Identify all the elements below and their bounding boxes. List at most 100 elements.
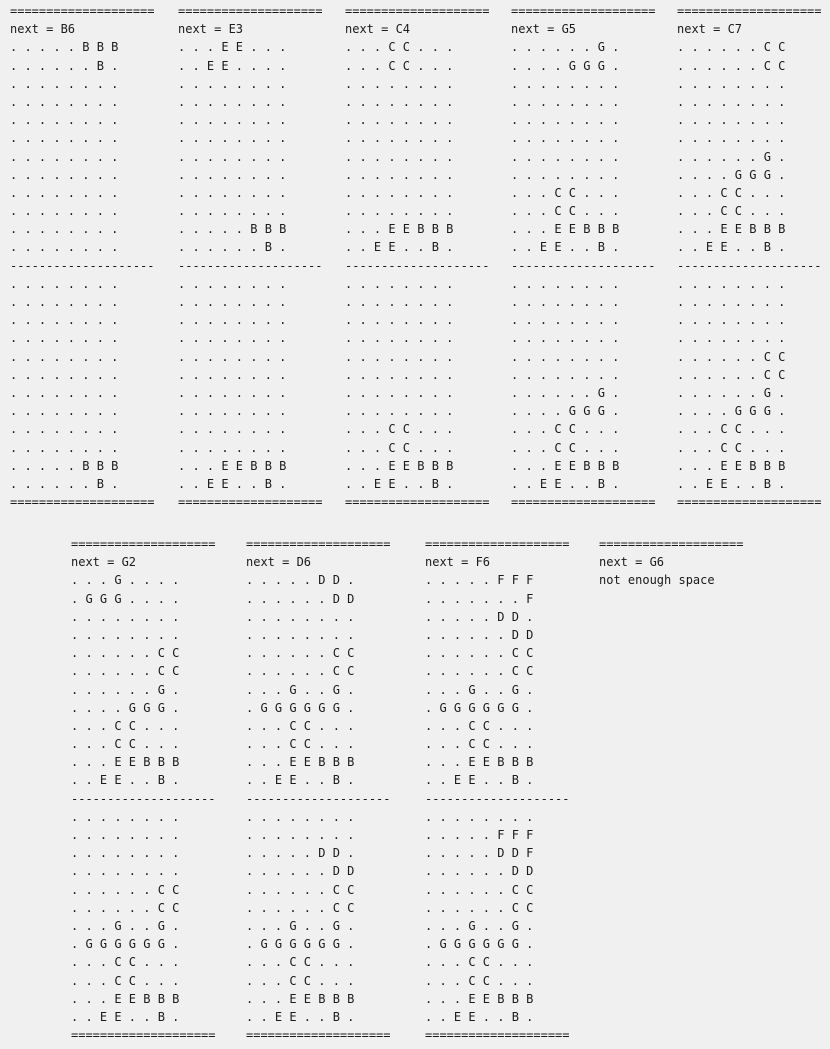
board-row: . . . . . . . . — [511, 313, 620, 328]
board-row: . . . . . . . . — [677, 131, 786, 146]
board-panel: ==================== next = C4 . . . C C .… — [345, 2, 490, 511]
board-row: . . . . . . G . — [511, 40, 620, 55]
board-row: . . . . . . . . — [178, 76, 287, 91]
board-row: . . . . . . C C — [71, 882, 180, 897]
board-row: . . . E E B B B — [71, 755, 180, 770]
board-row: . . . C C . . . — [345, 422, 454, 437]
rule-bottom: ==================== — [345, 495, 490, 510]
board-row: . . . . . . . . — [10, 422, 119, 437]
board-row: . . . . G G G . — [677, 167, 786, 182]
board-panel: ==================== next = F6 . . . . . F… — [425, 535, 570, 1044]
board-row: . G G G G G G . — [425, 937, 534, 952]
board-row: . . . E E B B B — [425, 991, 534, 1006]
board-row: . . E E . . . . — [178, 58, 287, 73]
board-row: . . . . . . . . — [178, 113, 287, 128]
board-row: . . . . . D D . — [425, 609, 534, 624]
board-row: . G G G G G G . — [246, 700, 355, 715]
board-row: . . . E E B B B — [178, 458, 287, 473]
next-piece-header: next = B6 — [10, 22, 76, 37]
rule-top: ==================== — [246, 537, 391, 551]
board-row: . . . . . . . . — [246, 609, 355, 624]
rule-divider: -------------------- — [178, 258, 323, 273]
board-row: . . . E E B B B — [511, 222, 620, 237]
rule-top: ==================== — [345, 4, 490, 18]
board-row: . . . . . . . . — [10, 295, 119, 309]
board-row: . . . G . . G . — [425, 918, 534, 933]
board-row: . . . . . . . . — [10, 385, 119, 400]
board-row: . . . . G G G . — [71, 700, 180, 715]
board-row: . G G G G G G . — [71, 937, 180, 952]
board-row: . . . . . . . . — [178, 167, 287, 182]
rule-top: ==================== — [599, 537, 744, 551]
board-panel: ==================== next = G2 . . . G . .… — [71, 535, 216, 1044]
board-panel: ==================== next = C7 . . . . . .… — [677, 2, 822, 511]
board-row: . . . . . . . . — [511, 167, 620, 182]
board-row: . . E E . . B . — [71, 1009, 180, 1024]
board-row: . . . . . . . . — [10, 94, 119, 109]
board-row: . . . . . . . . — [677, 313, 786, 328]
board-row: . . E E . . B . — [425, 773, 534, 788]
board-row: . . . . . . . . — [345, 131, 454, 146]
board-row: . . . C C . . . — [677, 422, 786, 437]
board-row: . . . . . . C C — [71, 646, 180, 661]
board-row: . . . . . . . . — [345, 404, 454, 419]
next-piece-header: next = G2 — [71, 555, 137, 570]
board-row: . . E E . . B . — [246, 773, 355, 788]
board-row: . . . . . . . . — [178, 131, 287, 146]
board-row: . . . C C . . . — [677, 440, 786, 455]
board-row: . . . E E B B B — [425, 755, 534, 770]
board-row: . . . . . . . . — [71, 846, 180, 861]
board-row: . . . . . . . . — [345, 313, 454, 328]
board-row: . . E E . . B . — [246, 1009, 355, 1024]
rule-divider: -------------------- — [511, 258, 656, 273]
board-row: . . . . . . . . — [178, 313, 287, 328]
rule-top: ==================== — [677, 4, 822, 18]
board-row: . . . E E B B B — [71, 991, 180, 1006]
rule-bottom: ==================== — [71, 1028, 216, 1043]
board-row: . . . C C . . . — [425, 955, 534, 970]
board-row: . . . . . . . F — [425, 591, 534, 606]
board-row: . . . G . . G . — [246, 682, 355, 697]
board-row: . . E E . . B . — [71, 773, 180, 788]
board-row: . . . . . . . . — [10, 113, 119, 128]
board-panel: ==================== next = G5 . . . . . .… — [511, 2, 656, 511]
board-row: . . . E E B B B — [511, 458, 620, 473]
board-row: . . . . . . . . — [178, 422, 287, 437]
next-piece-header: next = D6 — [246, 555, 312, 570]
board-row: . . . . . . C C — [71, 664, 180, 679]
board-row: . . . . . . . . — [511, 295, 620, 309]
board-row: . . . . . . . . — [246, 627, 355, 642]
board-row: . . . . . . . . — [511, 349, 620, 364]
rule-top: ==================== — [10, 4, 155, 18]
rule-top: ==================== — [425, 537, 570, 551]
board-row: . . . . . D D . — [246, 846, 355, 861]
board-row: . . . . . . . . — [246, 828, 355, 842]
board-row: . . . . . . . . — [511, 331, 620, 346]
board-row: . . . C C . . . — [345, 58, 454, 73]
board-row: . . . . . . . . — [10, 167, 119, 182]
board-row: . . . E E . . . — [178, 40, 287, 55]
board-row: . . . . . . . . — [178, 440, 287, 455]
rule-divider: -------------------- — [425, 791, 570, 806]
board-row: . . . . . . C C — [677, 349, 786, 364]
board-row: . . . . . . C C — [677, 40, 786, 55]
board-row: . . . . . . . . — [178, 94, 287, 109]
board-row: . . . . . . . . — [345, 367, 454, 382]
board-row: . . . C C . . . — [425, 973, 534, 988]
board-row: . . E E . . B . — [511, 240, 620, 255]
board-row: . . . . . . . . — [71, 828, 180, 842]
board-row: . . . . . . . . — [178, 404, 287, 419]
board-row: . . . E E B B B — [345, 222, 454, 237]
board-row: . . . . . . . . — [345, 94, 454, 109]
rule-bottom: ==================== — [10, 495, 155, 510]
rule-bottom: ==================== — [425, 1028, 570, 1043]
board-row: . . . . . . C C — [246, 900, 355, 915]
board-row: . . . . . . . . — [677, 295, 786, 309]
final-panel: ==================== next = G6 not enough … — [599, 535, 744, 590]
board-row: . . . C C . . . — [71, 973, 180, 988]
board-row: . . . . . . G . — [677, 385, 786, 400]
board-row: . . . C C . . . — [345, 440, 454, 455]
board-row: . . . . . . . . — [178, 331, 287, 346]
board-row: . . . . . . . . — [178, 295, 287, 309]
board-row: . . E E . . B . — [677, 476, 786, 491]
